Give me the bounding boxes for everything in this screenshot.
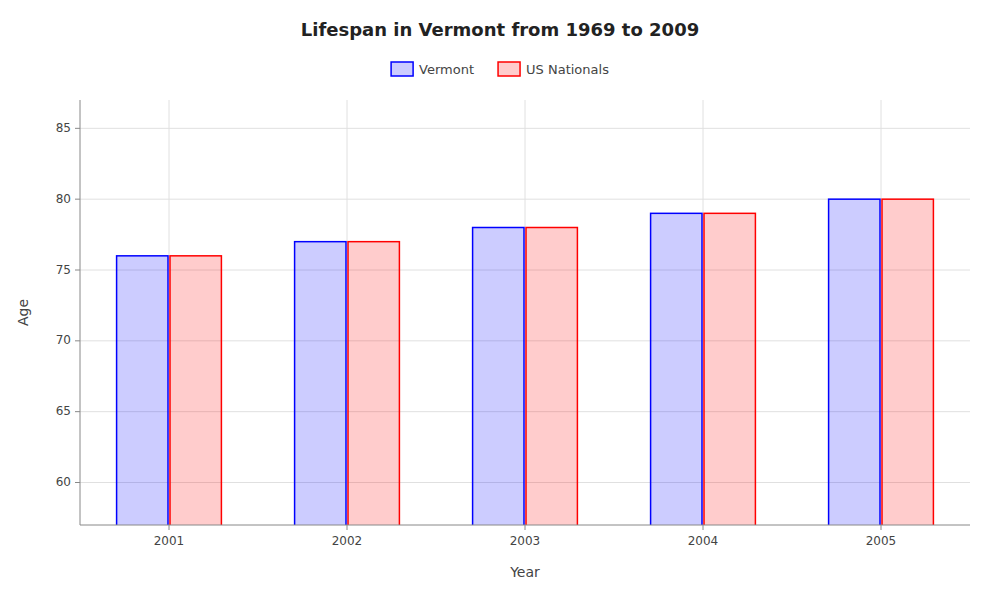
- x-tick-label: 2004: [688, 534, 719, 548]
- y-axis-label: Age: [15, 299, 31, 326]
- bar: [295, 242, 346, 525]
- y-tick: [75, 340, 80, 341]
- x-tick-label: 2001: [154, 534, 185, 548]
- y-tick-label: 75: [56, 263, 71, 277]
- y-tick-label: 65: [56, 404, 71, 418]
- legend-item: US Nationals: [498, 62, 609, 77]
- bar: [829, 199, 880, 525]
- bars: [117, 199, 934, 525]
- y-tick: [75, 270, 80, 271]
- y-tick: [75, 411, 80, 412]
- chart: 60 65 70 75 80 85 2001 2002 2003 2004 2005 Year Age L…: [0, 0, 1000, 600]
- y-tick-label: 80: [56, 192, 71, 206]
- x-axis-label: Year: [509, 564, 540, 580]
- bar: [704, 213, 755, 525]
- bar: [348, 242, 399, 525]
- y-tick: [75, 199, 80, 200]
- bar: [117, 256, 168, 525]
- x-tick-label: 2003: [510, 534, 541, 548]
- y-tick: [75, 128, 80, 129]
- x-tick: [881, 525, 882, 530]
- legend-swatch: [391, 62, 413, 76]
- y-tick: [75, 482, 80, 483]
- legend-label: US Nationals: [526, 62, 609, 77]
- legend-item: Vermont: [391, 62, 474, 77]
- title: Lifespan in Vermont from 1969 to 2009: [301, 19, 699, 40]
- y-axis-line: [80, 100, 81, 525]
- chart-container: 60 65 70 75 80 85 2001 2002 2003 2004 2005 Year Age L…: [0, 0, 1000, 600]
- y-tick-label: 85: [56, 121, 71, 135]
- x-tick-label: 2002: [332, 534, 363, 548]
- bar: [170, 256, 221, 525]
- x-tick-label: 2005: [866, 534, 897, 548]
- x-tick: [525, 525, 526, 530]
- bar: [473, 228, 524, 526]
- x-tick: [703, 525, 704, 530]
- bar: [526, 228, 577, 526]
- y-tick-label: 60: [56, 475, 71, 489]
- legend-swatch: [498, 62, 520, 76]
- x-tick: [347, 525, 348, 530]
- x-tick: [169, 525, 170, 530]
- legend: Vermont US Nationals: [391, 62, 609, 77]
- bar: [882, 199, 933, 525]
- bar: [651, 213, 702, 525]
- legend-label: Vermont: [419, 62, 474, 77]
- y-tick-label: 70: [56, 333, 71, 347]
